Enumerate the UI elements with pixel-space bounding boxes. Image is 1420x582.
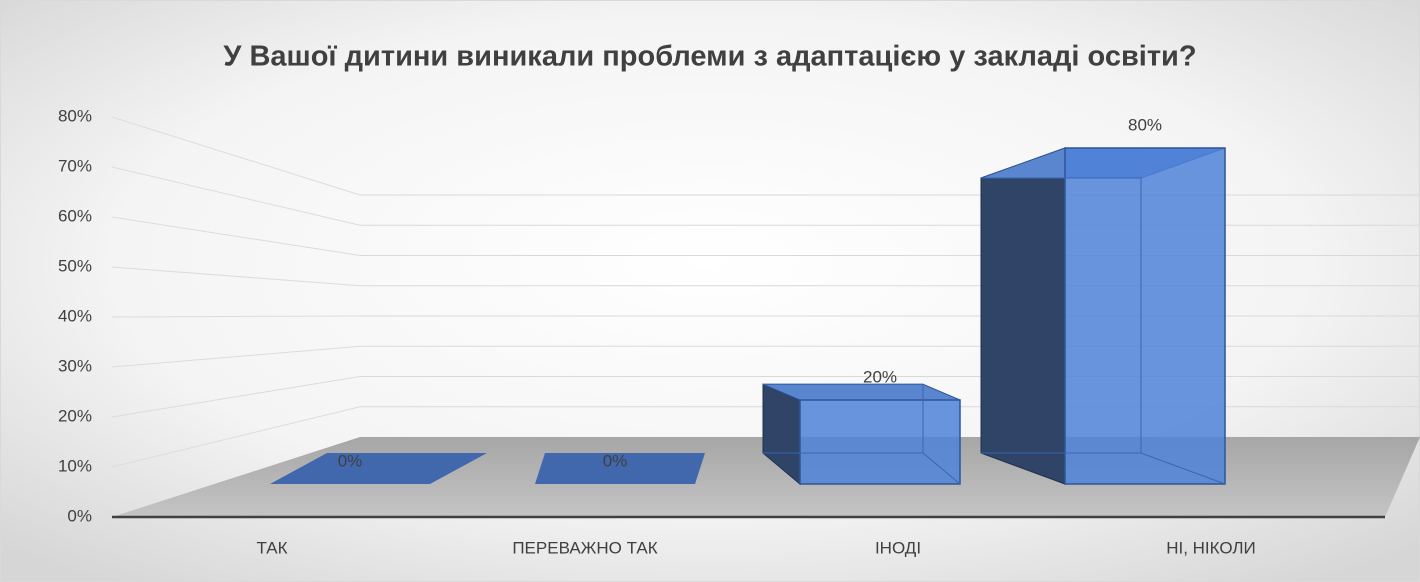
grid-line <box>111 166 361 226</box>
y-tick-label: 30% <box>58 356 92 375</box>
x-tick-label: НІ, НІКОЛИ <box>1166 538 1256 557</box>
grid-line <box>111 345 361 368</box>
bar-edge <box>981 177 1142 454</box>
y-tick-label: 60% <box>58 206 92 225</box>
bar <box>1064 147 1226 485</box>
data-label: 0% <box>338 451 363 470</box>
bar-edge <box>1140 452 1226 485</box>
grid-line <box>111 315 361 318</box>
data-label: 0% <box>603 451 628 470</box>
y-tick-label: 0% <box>67 506 92 525</box>
grid-line <box>111 406 361 468</box>
y-tick-label: 40% <box>58 306 92 325</box>
y-tick-label: 50% <box>58 256 92 275</box>
bar <box>799 399 961 485</box>
y-tick-label: 80% <box>58 106 92 125</box>
grid-line <box>111 376 361 418</box>
x-tick-label: ТАК <box>256 538 287 557</box>
bar-edge <box>763 383 924 454</box>
y-tick-label: 70% <box>58 156 92 175</box>
data-label: 20% <box>863 367 897 386</box>
grid-line <box>111 116 361 196</box>
grid-line <box>111 216 361 256</box>
bar <box>535 453 705 484</box>
y-tick-label: 10% <box>58 456 92 475</box>
bar <box>270 453 487 484</box>
x-tick-label: ПЕРЕВАЖНО ТАК <box>512 538 657 557</box>
grid-line <box>111 266 361 287</box>
x-tick-label: ІНОДІ <box>875 538 921 557</box>
y-tick-label: 20% <box>58 406 92 425</box>
bar-side <box>980 147 1066 485</box>
data-label: 80% <box>1128 115 1162 134</box>
chart-title: У Вашої дитини виникали проблеми з адапт… <box>223 41 1196 73</box>
bar-edge <box>922 452 961 485</box>
